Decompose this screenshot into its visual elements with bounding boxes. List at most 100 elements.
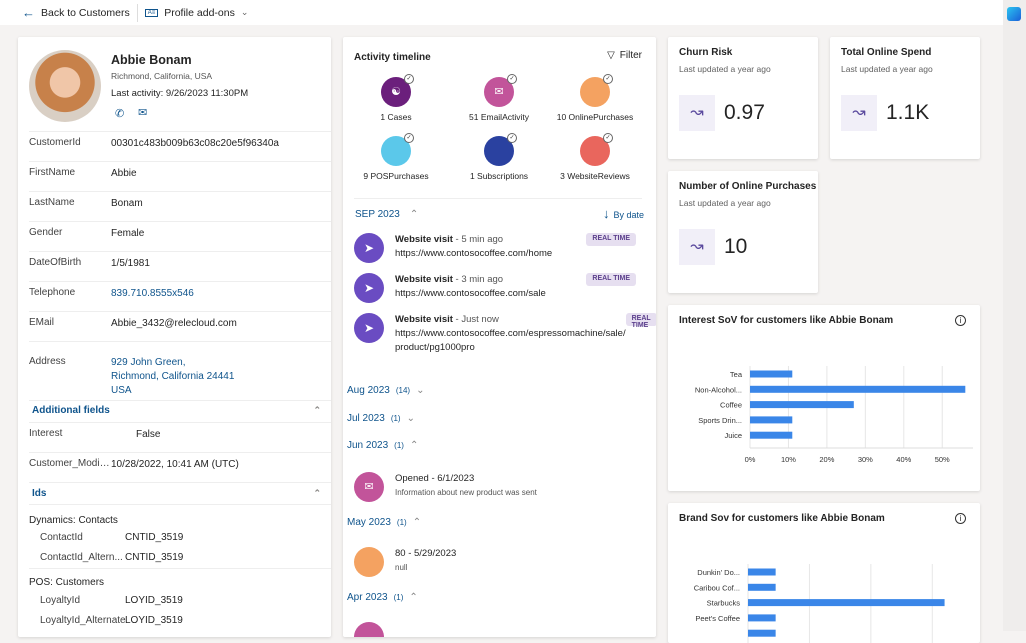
category-label: Non-Alcohol... <box>695 385 742 394</box>
field-value: Bonam <box>111 198 143 209</box>
chevron-up-icon: ⌃ <box>409 209 419 220</box>
bar <box>750 385 966 393</box>
mail-icon[interactable]: ✉ <box>138 107 148 119</box>
profile-addons-dropdown[interactable]: Profile add-ons <box>164 6 235 19</box>
timeline-event[interactable]: ➤ Website visit - 3 min ago https://www.co… <box>354 273 636 303</box>
kpi-card[interactable]: Number of Online Purchases Last updated a… <box>668 171 818 293</box>
event-url: https://www.contosocoffee.com/sale <box>395 288 546 299</box>
check-icon: ✓ <box>507 74 517 84</box>
phone-icon[interactable]: ✆ <box>115 108 125 120</box>
timeline-event[interactable]: ➤ Website visit - 5 min ago https://www.co… <box>354 233 636 263</box>
activity-type-filter[interactable]: ✓ 10 OnlinePurchases <box>556 74 634 122</box>
field-value[interactable]: 839.710.8555x546 <box>111 288 194 299</box>
id-group-title: POS: Customers <box>29 577 105 588</box>
chevron-up-icon: ⌃ <box>412 517 422 528</box>
category-label: Caribou Cof... <box>694 583 740 592</box>
timeline-event[interactable]: ➤ Website visit - Just now https://www.con… <box>354 313 656 355</box>
mail-icon: ✉ ✓ <box>484 74 517 107</box>
filter-icon: ▽ <box>607 50 615 61</box>
id-row: LoyaltyId LOYID_3519 <box>40 595 183 606</box>
last-activity: Last activity: 9/26/2023 11:30PM <box>111 88 249 99</box>
month-header[interactable]: Jul 2023 (1) ⌄ <box>347 413 415 424</box>
check-icon: ✓ <box>404 133 414 143</box>
trend-chart-icon: ↝ <box>679 95 715 131</box>
info-icon[interactable]: i <box>955 315 966 326</box>
activity-circle-icon: ✓ <box>381 133 414 166</box>
bar <box>748 614 776 622</box>
divider <box>136 3 138 22</box>
bar <box>748 568 776 576</box>
kpi-card[interactable]: Churn Risk Last updated a year ago ↝ 0.97 <box>668 37 818 159</box>
info-icon[interactable]: i <box>955 513 966 524</box>
chart-title: Brand Sov for customers like Abbie Bonam <box>679 513 885 524</box>
category-label: Juice <box>724 431 742 440</box>
month-header[interactable]: Aug 2023 (14) ⌄ <box>347 385 425 396</box>
field-row: FirstName Abbie <box>29 162 331 192</box>
category-label: Coffee <box>720 401 742 410</box>
sort-by-date-button[interactable]: ↓ By date <box>602 206 644 221</box>
month-header-sep-2023[interactable]: SEP 2023 ⌃ <box>355 209 419 220</box>
tick-label: 40% <box>896 455 911 464</box>
field-row: Telephone 839.710.8555x546 <box>29 282 331 312</box>
field-row: Gender Female <box>29 222 331 252</box>
tick-label: 30% <box>858 455 873 464</box>
timeline-event[interactable]: 80 - 5/29/2023 null <box>354 547 636 577</box>
chevron-up-icon: ⌃ <box>313 488 321 498</box>
category-label: Tea <box>730 370 743 379</box>
bar <box>750 416 793 424</box>
trend-chart-icon: ↝ <box>679 229 715 265</box>
check-icon: ✓ <box>603 74 613 84</box>
activity-circle-icon: ✓ <box>580 133 613 166</box>
back-to-customers-link[interactable]: Back to Customers <box>41 6 130 19</box>
profile-card: Abbie Bonam Richmond, California, USA La… <box>18 37 331 637</box>
tick-label: 50% <box>935 455 950 464</box>
activity-circle-icon: ✓ <box>580 74 613 107</box>
ids-header[interactable]: Ids ⌃ <box>32 488 321 499</box>
activity-type-filter[interactable]: ☯ ✓ 1 Cases <box>346 74 446 122</box>
purchase-icon <box>354 547 384 577</box>
event-url: https://www.contosocoffee.com/espressoma… <box>395 328 626 353</box>
field-row: DateOfBirth 1/5/1981 <box>29 252 331 282</box>
month-header[interactable]: May 2023 (1) ⌃ <box>347 517 422 528</box>
field-value: 00301c483b009b63c08c20e5f96340a <box>111 138 279 149</box>
real-time-badge: REAL TIME <box>586 233 636 246</box>
back-arrow-icon[interactable]: ← <box>22 5 35 20</box>
field-row: LastName Bonam <box>29 192 331 222</box>
event-url: https://www.contosocoffee.com/home <box>395 248 553 259</box>
category-label: Dunkin' Do... <box>697 568 740 577</box>
timeline-event[interactable] <box>354 622 636 637</box>
activity-type-filter[interactable]: ✓ 9 POSPurchases <box>363 133 429 181</box>
activity-type-filter[interactable]: ✓ 3 WebsiteReviews <box>560 133 630 181</box>
chevron-down-icon[interactable]: ⌄ <box>240 7 249 17</box>
timeline-event[interactable]: ✉ Opened - 6/1/2023 Information about new… <box>354 472 636 502</box>
bar <box>750 431 793 439</box>
activity-type-filter[interactable]: ✉ ✓ 51 EmailActivity <box>469 74 529 122</box>
timeline-title: Activity timeline <box>354 52 431 63</box>
field-value: Female <box>111 228 145 239</box>
address-link[interactable]: 929 John Green, Richmond, California 2444… <box>111 357 235 396</box>
tick-label: 0% <box>745 455 756 464</box>
activity-timeline-card: Activity timeline ▽ Filter ☯ ✓ 1 Cases ✉ ✓ 51 … <box>343 37 656 637</box>
chevron-up-icon: ⌃ <box>313 405 321 415</box>
field-row: EMail Abbie_3432@relecloud.com <box>29 312 331 342</box>
kpi-value: 10 <box>724 235 748 258</box>
chevron-up-icon: ⌃ <box>409 440 419 451</box>
kpi-card[interactable]: Total Online Spend Last updated a year ag… <box>830 37 980 159</box>
field-row-customer-modified: Customer_Modified...10/28/2022, 10:41 AM… <box>29 453 331 483</box>
filter-button[interactable]: ▽ Filter <box>607 50 642 61</box>
additional-fields-header[interactable]: Additional fields ⌃ <box>32 405 321 416</box>
month-header[interactable]: Jun 2023 (1) ⌃ <box>347 440 419 451</box>
brand-sov-card: Brand Sov for customers like Abbie Bonam… <box>668 503 980 643</box>
trend-chart-icon: ↝ <box>841 95 877 131</box>
activity-type-filter[interactable]: ✓ 1 Subscriptions <box>469 133 529 181</box>
real-time-badge: REAL TIME <box>586 273 636 286</box>
chevron-up-icon: ⌃ <box>409 592 418 603</box>
field-value: Abbie_3432@relecloud.com <box>111 318 237 329</box>
bar <box>750 401 854 409</box>
tick-label: 20% <box>819 455 834 464</box>
profile-card-icon: A≡ <box>144 8 159 17</box>
check-icon: ✓ <box>507 133 517 143</box>
copilot-icon[interactable] <box>1007 7 1021 21</box>
avatar <box>29 50 101 122</box>
month-header[interactable]: Apr 2023 (1) ⌃ <box>347 592 418 603</box>
